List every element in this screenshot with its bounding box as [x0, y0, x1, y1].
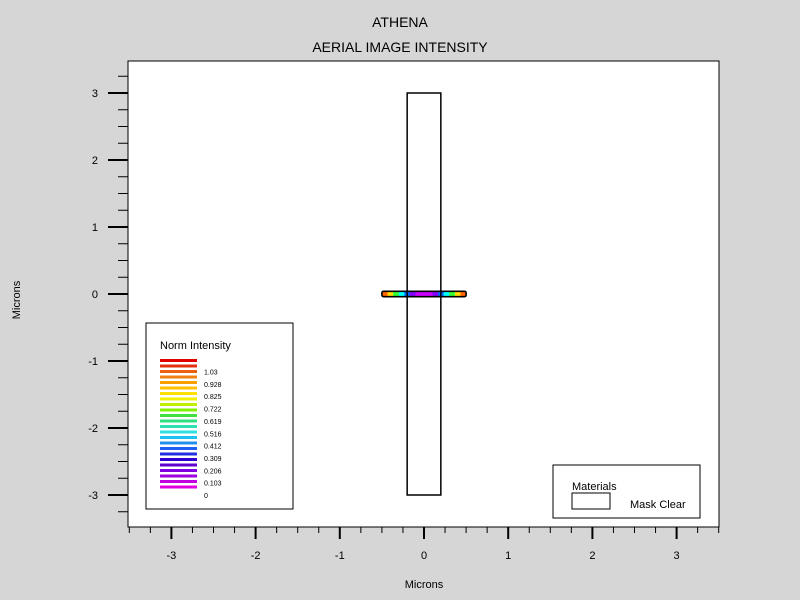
intensity-cell: [421, 291, 428, 297]
plot-marks: [381, 92, 467, 496]
materials-swatch-mask-clear: [571, 492, 611, 510]
legend-value-label: 0.412: [204, 444, 222, 451]
materials-legend: Materials Mask Clear: [552, 464, 701, 519]
intensity-cell: [409, 291, 417, 297]
legend-value-label: 0.825: [204, 394, 222, 401]
legend-color-bar: [160, 436, 197, 439]
intensity-strip-outline: [381, 290, 467, 298]
legend-value-label: 0.516: [204, 431, 222, 438]
legend-color-bar: [160, 403, 197, 406]
intensity-cell: [432, 291, 439, 297]
legend-color-bar: [160, 469, 197, 472]
legend-color-bar: [160, 359, 197, 362]
legend-color-bar: [160, 414, 197, 417]
mask-opening: [406, 92, 442, 496]
y-tick-label: 1: [92, 222, 98, 234]
intensity-cell: [426, 291, 434, 297]
intensity-cell: [449, 291, 456, 297]
legend-value-label: 0: [204, 493, 208, 500]
x-tick-label: 2: [589, 550, 595, 562]
y-axis-label: Microns: [11, 280, 23, 319]
intensity-cell: [415, 291, 422, 297]
legend-color-bar: [160, 381, 197, 384]
intensity-cell: [460, 291, 467, 297]
legend-color-bar: [160, 485, 197, 489]
legend-color-bar: [160, 458, 197, 461]
legend-value-label: 1.03: [204, 370, 218, 377]
axes: 3 2 1 0 -1 -2 -3 -3 -2 -1 0 1 2 3: [88, 75, 720, 562]
intensity-cell: [443, 291, 450, 297]
legend-color-bar: [160, 386, 197, 390]
y-tick-label: -2: [88, 423, 98, 435]
legend-color-bar: [160, 419, 197, 423]
legend-value-label: 0.619: [204, 419, 222, 426]
legend-color-bar: [160, 375, 197, 379]
legend-color-bar: [160, 441, 197, 445]
y-tick-label: -3: [88, 490, 98, 502]
legend-color-bar: [160, 480, 197, 483]
intensity-legend-title: Norm Intensity: [160, 340, 231, 352]
legend-value-label: 0.206: [204, 468, 222, 475]
legend-color-bar: [160, 447, 197, 450]
intensity-cell: [393, 291, 400, 297]
x-tick-label: -3: [167, 550, 177, 562]
x-tick-label: 0: [421, 550, 427, 562]
materials-entry-mask-clear: Mask Clear: [630, 499, 686, 511]
y-tick-label: 2: [92, 155, 98, 167]
x-tick-label: -2: [251, 550, 261, 562]
y-tick-label: -1: [88, 356, 98, 368]
legend-value-label: 0.309: [204, 456, 222, 463]
materials-legend-title: Materials: [572, 481, 617, 493]
legend-color-bar: [160, 474, 197, 478]
intensity-cell: [454, 291, 462, 297]
legend-value-label: 0.103: [204, 481, 222, 488]
legend-color-bar: [160, 392, 197, 395]
y-tick-label: 3: [92, 88, 98, 100]
legend-color-bar: [160, 397, 197, 401]
legend-color-bar: [160, 425, 197, 428]
intensity-legend: Norm Intensity 1.03 0.928 0.825 0.722 0.619 0…: [145, 322, 294, 510]
legend-value-label: 0.722: [204, 407, 222, 414]
x-axis-label: Microns: [405, 579, 444, 591]
legend-color-bar: [160, 364, 197, 368]
legend-color-bar: [160, 370, 197, 373]
chart-title: ATHENA: [372, 14, 428, 30]
legend-value-label: 0.928: [204, 382, 222, 389]
intensity-cell: [398, 291, 405, 297]
legend-color-bar: [160, 452, 197, 456]
intensity-cell: [381, 291, 389, 297]
y-tick-label: 0: [92, 289, 98, 301]
chart-subtitle: AERIAL IMAGE INTENSITY: [312, 39, 488, 55]
x-tick-label: 3: [674, 550, 680, 562]
x-tick-label: -1: [335, 550, 345, 562]
legend-color-bar: [160, 408, 197, 412]
legend-color-bar: [160, 430, 197, 434]
x-tick-label: 1: [505, 550, 511, 562]
legend-color-bar: [160, 463, 197, 467]
intensity-cell: [387, 291, 394, 297]
